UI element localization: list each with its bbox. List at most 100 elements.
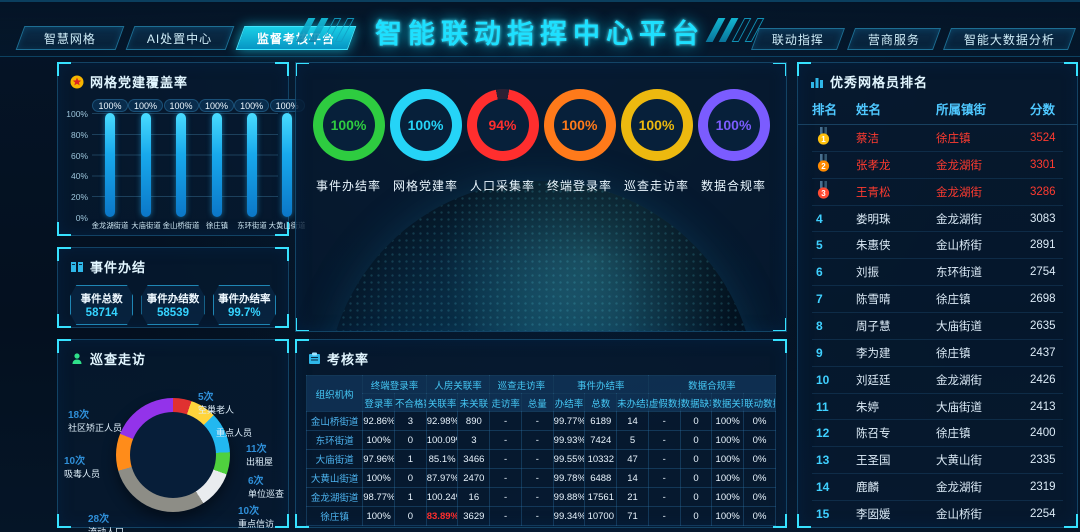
patrol-visit-title: 巡查走访: [58, 340, 288, 368]
ranking-town: 金山桥街: [936, 508, 982, 521]
donut-label: 10次 吸毒人员: [64, 452, 100, 480]
kpi-gauges-panel: 100% 事件办结率 100% 网格党建率 94% 人口采集率 100% 终端登录率 100% 巡…: [295, 62, 787, 332]
y-tick-label: 20%: [70, 192, 88, 203]
bar-column: 100% 东环街道: [234, 99, 270, 235]
ranking-col-town: 所属镇街: [936, 103, 987, 117]
assess-group-header: 巡查走访率: [489, 375, 554, 394]
rank-number: 15: [816, 506, 830, 521]
assess-cell: -: [489, 449, 522, 469]
assess-cell: 3: [457, 430, 491, 450]
nav-tab-right-2[interactable]: 营商服务: [846, 28, 941, 50]
assess-cell: 0: [679, 468, 713, 488]
y-tick-label: 80%: [70, 129, 88, 140]
bar-column: 100% 徐庄镇: [199, 99, 235, 235]
ranking-name: 娄明珠: [856, 213, 891, 226]
assess-cell: 0: [679, 506, 713, 526]
bar-value-label: 100%: [199, 99, 235, 112]
assess-cell: -: [647, 468, 681, 488]
assess-cell: 0: [679, 487, 713, 507]
ranking-score: 2437: [1030, 346, 1056, 359]
donut-count: 11次: [246, 444, 267, 455]
assess-cell: -: [647, 411, 681, 431]
assess-cell: -: [520, 430, 554, 450]
bar-track: [105, 113, 115, 217]
nav-tab-right-1[interactable]: 联动指挥: [750, 28, 845, 50]
nav-tab-right-3[interactable]: 智能大数据分析: [942, 28, 1077, 50]
assess-cell: 10332: [584, 449, 618, 469]
ranking-name: 陈雪晴: [856, 294, 891, 307]
assessment-table: 组织机构终端登录率人房关联率巡查走访率事件办结率数据合规率登录率不合格数关联率未…: [305, 375, 777, 526]
ranking-name: 王青松: [856, 186, 891, 199]
assessment-rate-panel: 考核率 组织机构终端登录率人房关联率巡查走访率事件办结率数据合规率登录率不合格数…: [295, 339, 787, 528]
ranking-score: 2426: [1030, 373, 1056, 386]
bar-chart-icon: [811, 77, 823, 88]
assess-cell: 100%: [711, 487, 745, 507]
nav-tab-label: 营商服务: [867, 32, 920, 47]
assess-cell: -: [647, 430, 681, 450]
event-done-box: 事件办结数 58539: [141, 285, 205, 325]
assess-cell: 92.98%: [425, 411, 459, 431]
book-icon: [71, 261, 83, 272]
bar-value-label: 100%: [234, 99, 270, 112]
assess-cell: 14: [616, 411, 649, 431]
assess-cell: 100%: [711, 468, 745, 488]
bar: [211, 113, 222, 217]
bar: [246, 113, 257, 217]
assess-org-cell: 金龙湖街道: [305, 487, 364, 507]
bar-category-label: 金龙湖街道: [91, 221, 129, 230]
assess-cell: 100%: [711, 411, 745, 431]
assess-cell: -: [520, 449, 554, 469]
bar: [282, 113, 293, 217]
assess-cell: 100%: [362, 468, 395, 488]
rank-number: 14: [816, 480, 830, 495]
assess-cell: 14: [616, 468, 649, 488]
ranking-col-score: 分数: [1030, 103, 1056, 117]
bar-category-label: 徐庄镇: [205, 221, 228, 230]
ranking-name: 王圣国: [856, 455, 891, 468]
donut-label: 10次 重点信访: [238, 502, 274, 530]
y-tick-label: 100%: [66, 109, 88, 119]
assess-cell: 1: [394, 487, 427, 507]
bar-category-label: 金山桥街道: [162, 221, 200, 230]
donut-category: 空巢老人: [198, 405, 235, 415]
assess-org-cell: 徐庄镇: [305, 506, 364, 526]
assess-sub-header: 走访率: [489, 393, 522, 412]
donut-category: 重点人员: [216, 428, 253, 438]
assess-cell: 0%: [743, 449, 776, 469]
ranking-town: 徐庄镇: [936, 347, 971, 360]
nav-tab-1[interactable]: 智慧网格: [15, 26, 125, 50]
gauge-1: 100% 事件办结率: [310, 89, 387, 194]
rank-number: 13: [816, 453, 830, 468]
assess-cell: 0: [394, 468, 427, 488]
ranking-name: 李囡媛: [856, 508, 891, 521]
gauge-value: 100%: [553, 99, 606, 151]
bar-track: [140, 113, 151, 217]
nav-tab-label: 联动指挥: [771, 32, 824, 47]
bar-value-label: 100%: [128, 99, 164, 112]
assess-sub-header: 数据关联率: [711, 393, 745, 412]
nav-tab-2[interactable]: AI处置中心: [125, 26, 235, 50]
rank-number: 1: [812, 126, 856, 149]
assess-row: 大庙街道 97.96% 1 85.1% 3466- -99.55% 10332 47-0 100…: [305, 449, 776, 469]
ranking-row: 4 娄明珠 金龙湖街 3083: [812, 206, 1063, 233]
gauge-value: 100%: [630, 99, 683, 151]
assess-cell: 100%: [711, 506, 745, 526]
assess-row: 金龙湖街道98.77%1100.24%16--99.88%1756121-010…: [305, 487, 776, 507]
ranking-score: 2698: [1030, 293, 1056, 306]
ranking-town: 金龙湖街: [936, 186, 982, 199]
assess-cell: 100%: [711, 430, 745, 450]
donut-count: 18次: [68, 410, 90, 421]
rank-number: 9: [816, 345, 823, 360]
rank-number: 10: [816, 372, 830, 387]
party-coverage-panel: 网格党建覆盖率 0% 20% 40% 60% 80% 100% 100% 金龙湖街道 100%…: [57, 62, 305, 236]
gauge-label: 人口采集率: [469, 179, 535, 193]
assess-sub-header: 登录率: [362, 393, 395, 412]
assess-cell: 0: [394, 430, 427, 450]
ranking-name: 陈召专: [856, 428, 891, 441]
ranking-town: 大庙街道: [936, 401, 982, 414]
top-header: 智慧网格AI处置中心监督考核平台 智能联动指挥中心平台 联动指挥营商服务智能大数…: [0, 2, 1080, 57]
donut-hole: [130, 412, 216, 498]
assess-head-groups: 组织机构 终端登录率 人房关联率 巡查走访率 事件办结率 数据合规率: [305, 375, 777, 412]
donut-label: 11次 出租屋: [246, 440, 273, 468]
assess-cell: 3: [394, 411, 427, 431]
